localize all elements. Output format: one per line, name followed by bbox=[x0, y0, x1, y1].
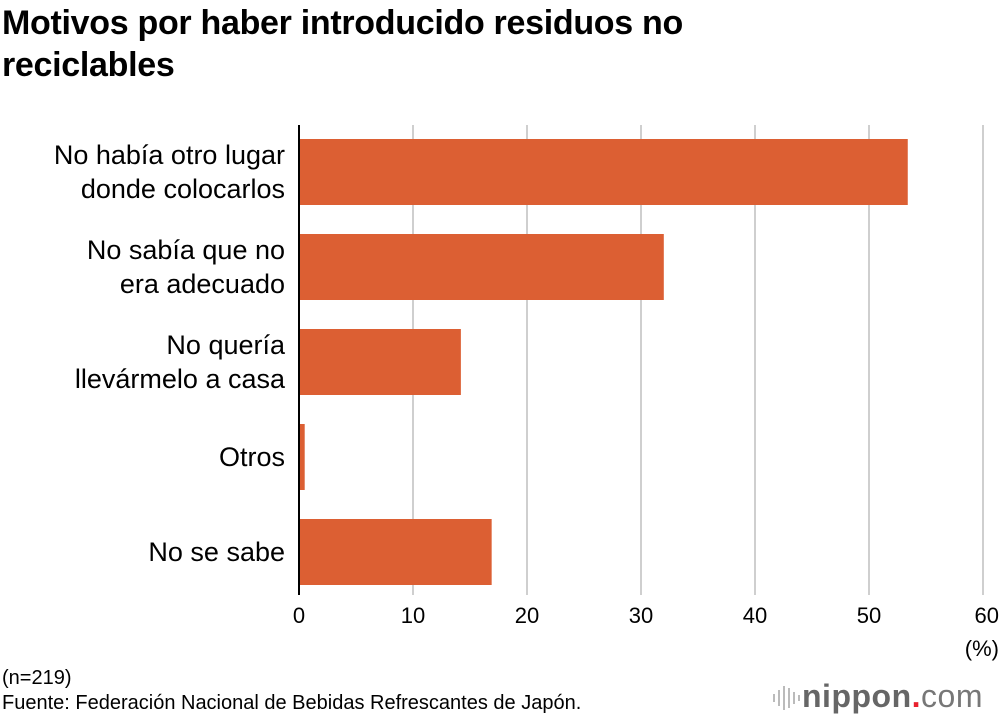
category-label: No había otro lugar donde colocarlos bbox=[54, 140, 285, 204]
x-tick-label: 30 bbox=[629, 603, 653, 628]
category-label: No sabía que no era adecuado bbox=[87, 235, 285, 299]
bar bbox=[299, 234, 664, 300]
source-note: Fuente: Federación Nacional de Bebidas R… bbox=[2, 692, 582, 714]
x-tick-label: 60 bbox=[975, 603, 999, 628]
category-label: No se sabe bbox=[148, 537, 285, 567]
chart-title: Motivos por haber introducido residuos n… bbox=[2, 4, 683, 84]
category-label: Otros bbox=[219, 442, 285, 472]
bar bbox=[299, 519, 492, 585]
nippon-logo: nippon.com bbox=[772, 678, 983, 715]
x-tick-label: 10 bbox=[401, 603, 425, 628]
category-label: No quería llevármelo a casa bbox=[75, 330, 286, 394]
bar bbox=[299, 139, 908, 205]
bar bbox=[299, 424, 305, 490]
x-tick-label: 0 bbox=[293, 603, 305, 628]
bar bbox=[299, 329, 461, 395]
sound-wave-icon bbox=[773, 685, 800, 710]
x-tick-label: 20 bbox=[515, 603, 539, 628]
x-tick-label: 50 bbox=[857, 603, 881, 628]
x-unit-label: (%) bbox=[965, 636, 999, 661]
x-tick-label: 40 bbox=[743, 603, 767, 628]
sample-size: (n=219) bbox=[2, 667, 72, 689]
